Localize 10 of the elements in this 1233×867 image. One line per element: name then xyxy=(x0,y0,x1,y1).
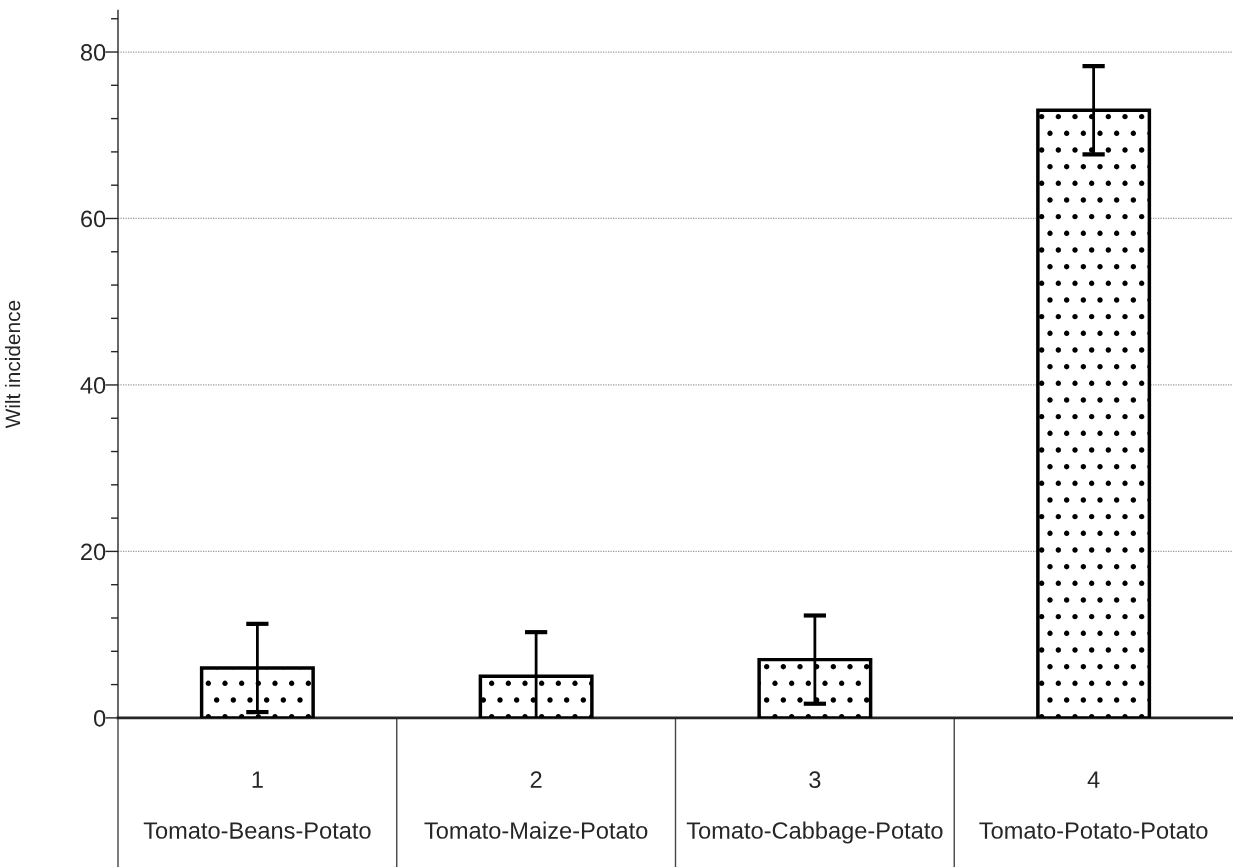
category-label: 4 Tomato-Potato-Potato xyxy=(979,771,1208,839)
y-tick-label: 20 xyxy=(81,543,106,561)
y-axis-title: Wilt incidence xyxy=(4,300,21,429)
y-tick-label: 0 xyxy=(93,709,106,727)
category-label: 3 Tomato-Cabbage-Potato xyxy=(686,771,943,844)
category-label: 1 Tomato-Beans-Potato xyxy=(143,771,371,839)
y-tick-label: 40 xyxy=(80,377,106,394)
y-tick-label: 60 xyxy=(81,210,106,228)
y-tick-label: 80 xyxy=(80,44,106,61)
category-label: 2 Tomato-Maize-Potato xyxy=(424,771,648,839)
